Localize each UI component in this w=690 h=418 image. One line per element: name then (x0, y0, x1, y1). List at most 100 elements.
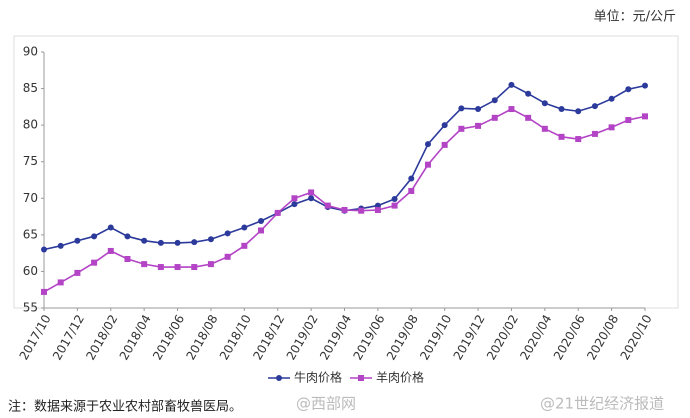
x-tick-label: 2017/12 (50, 312, 87, 362)
point (41, 246, 47, 253)
point (258, 227, 265, 234)
note: 注：数据来源于农业农村部畜牧兽医局。 (8, 399, 242, 415)
point (508, 81, 515, 88)
unit-label: 单位：元/公斤 (594, 10, 676, 25)
point (441, 122, 448, 129)
point (207, 236, 214, 243)
point (525, 114, 532, 121)
x-tick-label: 2020/06 (551, 312, 588, 362)
point (558, 133, 565, 140)
point (308, 189, 315, 196)
legend-marker (358, 375, 364, 381)
series-line (43, 83, 646, 251)
legend-marker (276, 375, 282, 381)
point (107, 224, 114, 231)
point (91, 233, 98, 240)
point (107, 247, 114, 254)
x-tick-label: 2019/06 (350, 312, 387, 362)
point (458, 125, 465, 132)
point (591, 130, 598, 137)
point (541, 100, 548, 107)
point (491, 114, 498, 121)
x-tick-label: 2019/12 (451, 312, 488, 362)
legend-label: 羊肉价格 (376, 370, 424, 385)
x-tick-label: 2018/04 (117, 312, 154, 362)
point (508, 106, 515, 113)
point (408, 187, 415, 194)
point (124, 233, 131, 240)
point (324, 202, 331, 209)
point (391, 202, 398, 209)
point (642, 113, 648, 120)
point (157, 239, 164, 246)
point (408, 175, 415, 182)
y-tick-label: 75 (23, 154, 38, 168)
point (424, 161, 431, 168)
point (141, 237, 148, 244)
point (258, 217, 265, 224)
x-tick-label: 2018/02 (83, 312, 120, 362)
x-tick-label: 2018/12 (250, 312, 287, 362)
point (591, 103, 598, 110)
point (191, 264, 198, 271)
point (74, 237, 81, 244)
point (41, 288, 47, 295)
x-tick-label: 2020/08 (584, 312, 621, 362)
point (358, 207, 365, 214)
point (274, 209, 281, 216)
point (525, 90, 532, 97)
x-tick-label: 2018/08 (184, 312, 221, 362)
point (124, 255, 131, 262)
x-tick-label: 2019/02 (284, 312, 321, 362)
point (642, 82, 648, 89)
point (625, 86, 632, 93)
point (458, 105, 465, 112)
point (374, 206, 381, 213)
y-tick-label: 55 (23, 301, 38, 315)
point (191, 239, 198, 246)
y-tick-label: 65 (23, 227, 38, 241)
x-tick-label: 2017/10 (17, 312, 54, 362)
point (441, 141, 448, 148)
y-tick-label: 85 (23, 81, 38, 95)
point (57, 279, 64, 286)
point (174, 239, 181, 246)
point (475, 106, 482, 113)
point (224, 253, 231, 260)
point (57, 242, 64, 249)
point (558, 106, 565, 113)
point (424, 141, 431, 148)
x-tick-label: 2019/10 (417, 312, 454, 362)
x-tick-label: 2018/06 (150, 312, 187, 362)
point (625, 117, 632, 124)
point (241, 224, 248, 231)
y-tick-label: 70 (23, 191, 38, 205)
legend-label: 牛肉价格 (294, 370, 342, 385)
point (391, 196, 398, 203)
x-tick-label: 2020/10 (618, 312, 655, 362)
point (341, 206, 348, 213)
point (308, 195, 315, 202)
point (91, 259, 98, 266)
plot-frame (13, 35, 679, 309)
series-line (43, 108, 646, 293)
y-tick-label: 90 (23, 45, 38, 59)
point (575, 136, 582, 143)
watermark: @西部网 (296, 395, 356, 413)
point (291, 201, 298, 208)
point (74, 269, 81, 276)
point (141, 261, 148, 268)
point (541, 125, 548, 132)
point (241, 242, 248, 249)
y-tick-label: 60 (23, 264, 38, 278)
watermark: @21世纪经济报道 (540, 395, 664, 413)
x-tick-label: 2018/10 (217, 312, 254, 362)
point (575, 108, 582, 115)
point (608, 95, 615, 102)
point (224, 230, 231, 237)
point (608, 124, 615, 131)
point (174, 264, 181, 271)
point (475, 122, 482, 129)
point (491, 97, 498, 104)
